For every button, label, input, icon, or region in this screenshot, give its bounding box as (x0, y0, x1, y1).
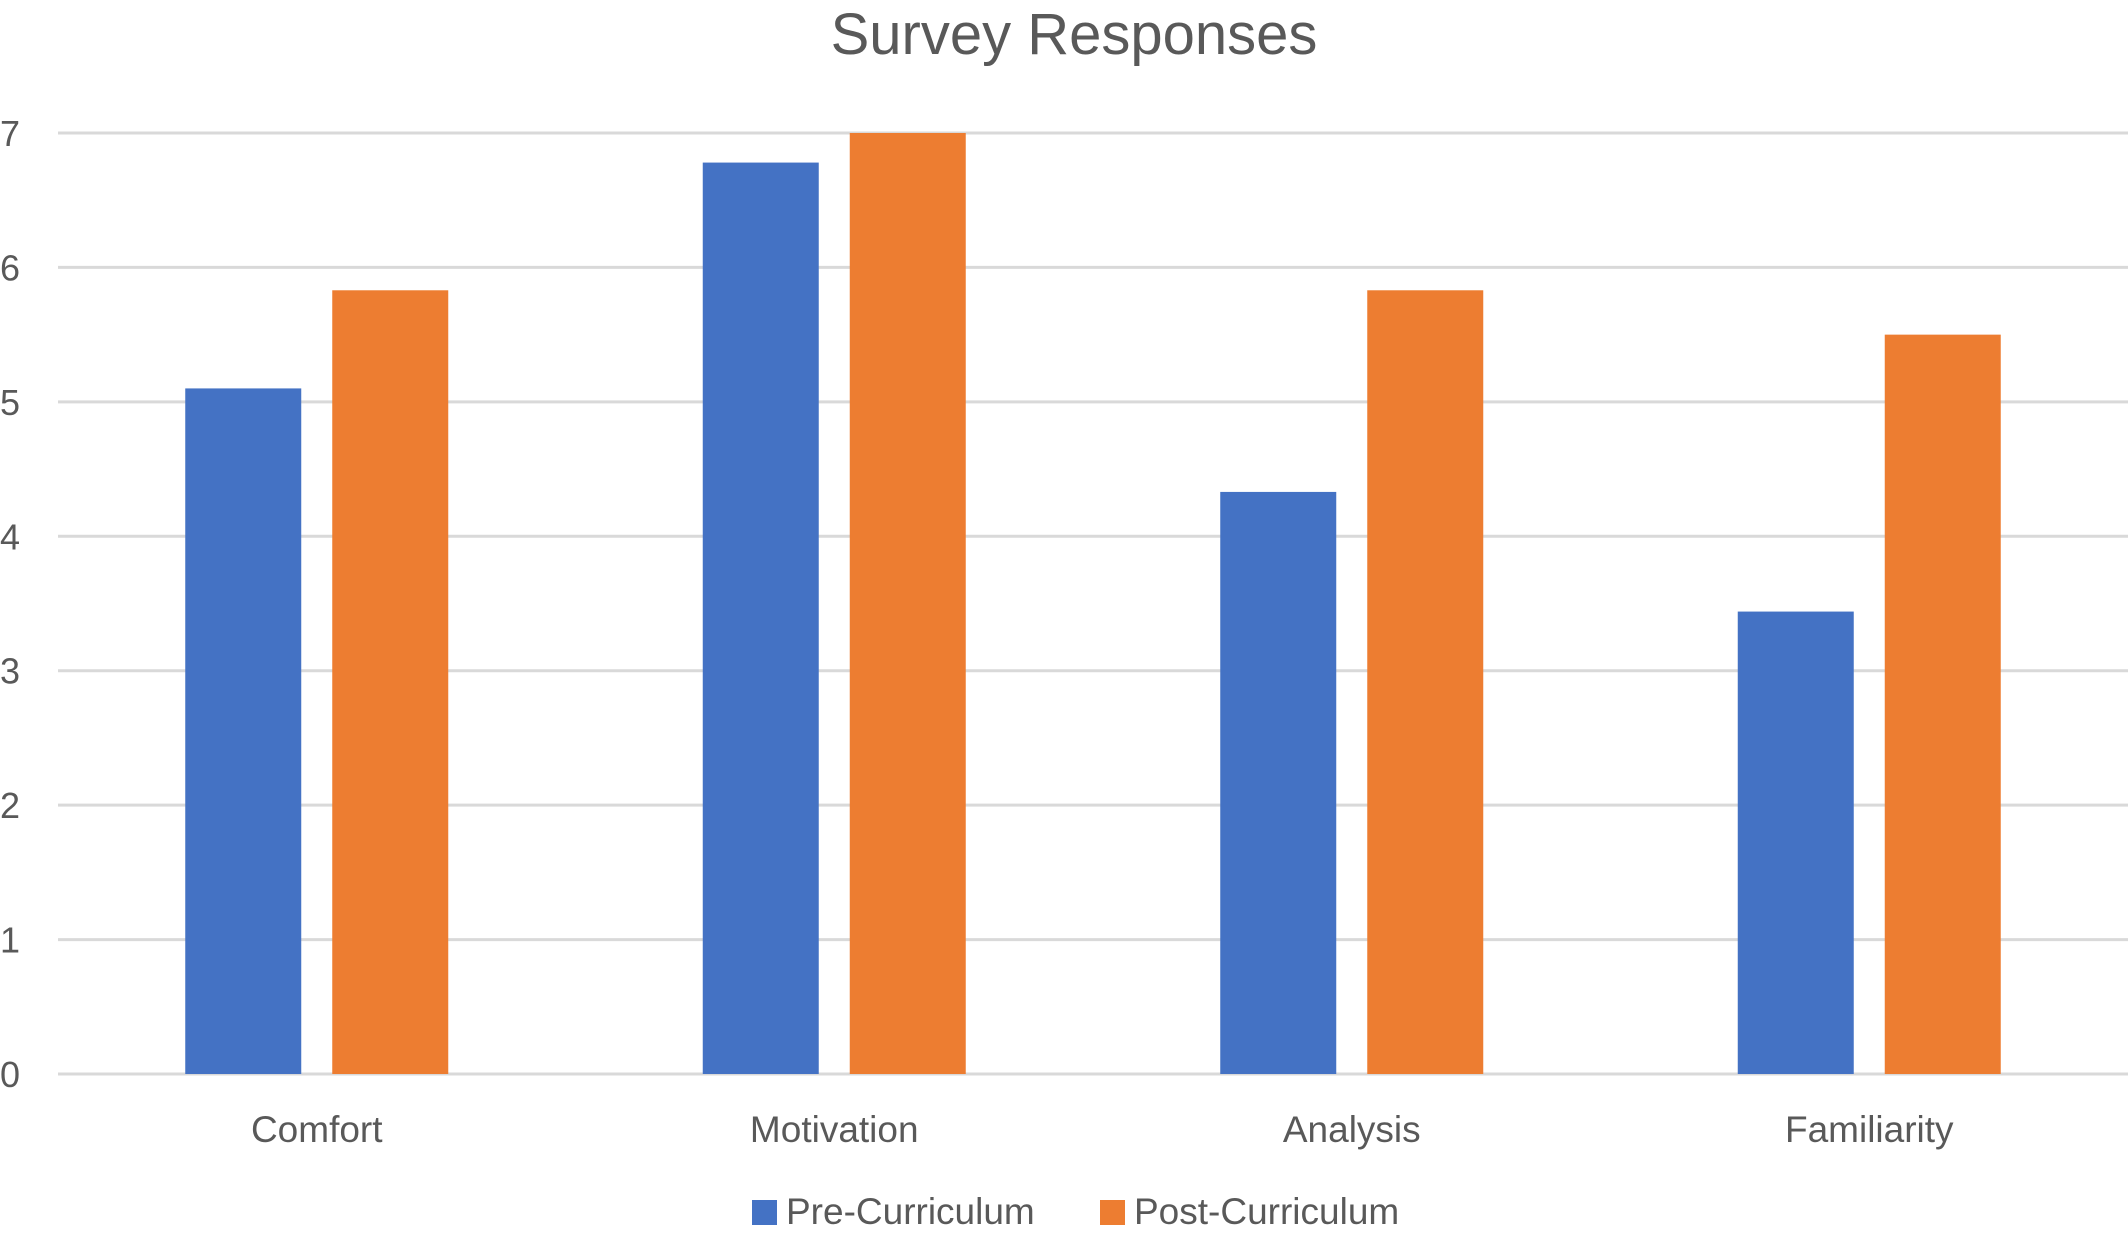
y-tick-label: 3 (0, 651, 20, 692)
x-axis-category-labels: Comfort Motivation Analysis Familiarity (251, 1109, 1954, 1150)
bar-analysis-pre-curriculum (1220, 491, 1337, 1074)
legend-label: Pre-Curriculum (786, 1191, 1035, 1232)
x-category-label: Analysis (1283, 1109, 1421, 1150)
bar-analysis-post-curriculum (1367, 290, 1484, 1074)
y-tick-label: 5 (0, 382, 20, 423)
y-tick-label: 4 (0, 516, 20, 557)
y-tick-label: 7 (0, 113, 20, 154)
bar-familiarity-post-curriculum (1884, 334, 2001, 1075)
legend: Pre-Curriculum Post-Curriculum (752, 1191, 1399, 1232)
bar-comfort-pre-curriculum (185, 388, 302, 1074)
y-tick-label: 2 (0, 785, 20, 826)
y-axis-tick-labels: 0 1 2 3 4 5 6 7 (0, 113, 20, 1095)
legend-swatch (752, 1200, 777, 1225)
legend-label: Post-Curriculum (1134, 1191, 1399, 1232)
bar-familiarity-pre-curriculum (1737, 611, 1854, 1074)
bar-motivation-post-curriculum (849, 133, 966, 1074)
legend-swatch (1100, 1200, 1125, 1225)
x-category-label: Comfort (251, 1109, 383, 1150)
x-category-label: Motivation (750, 1109, 919, 1150)
y-tick-label: 6 (0, 247, 20, 288)
bars (185, 133, 2001, 1075)
bar-comfort-post-curriculum (332, 290, 449, 1074)
y-tick-label: 0 (0, 1054, 20, 1095)
bar-motivation-pre-curriculum (702, 162, 819, 1074)
x-category-label: Familiarity (1785, 1109, 1954, 1150)
y-tick-label: 1 (0, 920, 20, 961)
chart-title: Survey Responses (831, 2, 1318, 67)
